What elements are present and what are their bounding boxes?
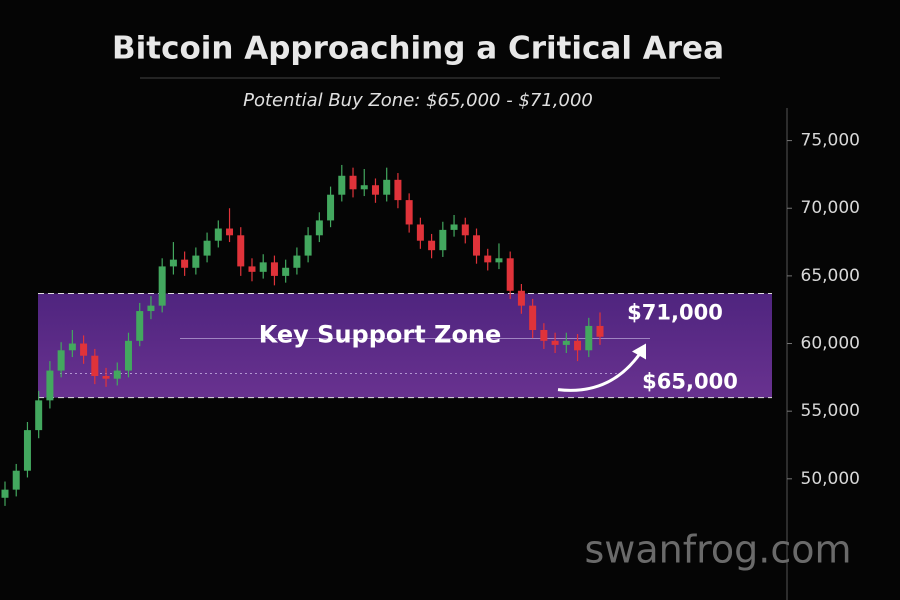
candle-body bbox=[484, 255, 492, 263]
support-zone bbox=[38, 293, 772, 398]
annotation-low: $65,000 bbox=[642, 370, 738, 394]
watermark: swanfrog.com bbox=[584, 528, 851, 572]
candle-body bbox=[551, 340, 559, 345]
candle-body bbox=[585, 325, 593, 351]
candle-body bbox=[158, 266, 166, 306]
candle-body bbox=[1, 489, 9, 498]
candle-body bbox=[596, 325, 604, 337]
candle-body bbox=[237, 235, 245, 267]
candle-body bbox=[495, 258, 503, 263]
candle-body bbox=[124, 340, 132, 371]
candle-body bbox=[473, 235, 481, 256]
candle-body bbox=[304, 235, 312, 256]
candle-body bbox=[80, 343, 88, 356]
candle-body bbox=[315, 220, 323, 236]
candle-body bbox=[371, 185, 379, 195]
arrow-head bbox=[632, 343, 646, 360]
candle-body bbox=[517, 290, 525, 306]
annotation-high: $71,000 bbox=[627, 300, 723, 324]
candles bbox=[1, 164, 604, 506]
candle-body bbox=[529, 305, 537, 330]
candle-body bbox=[461, 224, 469, 236]
candle-body bbox=[46, 370, 54, 401]
candle-body bbox=[214, 228, 222, 241]
y-tick-label: 70,000 bbox=[801, 198, 860, 218]
candle-body bbox=[270, 262, 278, 276]
y-tick-label: 50,000 bbox=[801, 469, 860, 489]
y-tick-label: 60,000 bbox=[801, 334, 860, 354]
candle-body bbox=[203, 240, 211, 256]
y-tick-label: 75,000 bbox=[801, 131, 860, 151]
arrow bbox=[557, 352, 642, 392]
zone-labels: Key Support Zone $71,000 $65,000 bbox=[259, 300, 738, 393]
candle-body bbox=[282, 267, 290, 276]
candle-body bbox=[450, 224, 458, 230]
candle-body bbox=[23, 430, 31, 471]
candle-body bbox=[12, 470, 20, 490]
candle-body bbox=[68, 343, 76, 351]
chart-subtitle: Potential Buy Zone: $65,000 - $71,000 bbox=[243, 90, 593, 111]
candle-body bbox=[226, 228, 234, 236]
candle-body bbox=[169, 259, 177, 267]
candle-body bbox=[91, 355, 99, 376]
y-tick-label: 65,000 bbox=[801, 266, 860, 286]
candle-body bbox=[383, 179, 391, 195]
candle-body bbox=[192, 255, 200, 268]
candle-body bbox=[293, 255, 301, 268]
candle-body bbox=[102, 376, 110, 379]
candle-body bbox=[327, 194, 335, 221]
candle-body bbox=[540, 330, 548, 341]
candle-body bbox=[416, 224, 424, 241]
chart-title: Bitcoin Approaching a Critical Area bbox=[112, 31, 724, 67]
candle-body bbox=[259, 262, 267, 272]
candle-body bbox=[506, 258, 514, 291]
candle-body bbox=[248, 266, 256, 272]
y-tick-label: 55,000 bbox=[801, 401, 860, 421]
candle-body bbox=[57, 350, 65, 371]
candle-body bbox=[338, 175, 346, 195]
candle-body bbox=[405, 200, 413, 225]
candle-body bbox=[574, 340, 582, 351]
candle-body bbox=[349, 175, 357, 190]
support-zone-group bbox=[38, 292, 772, 399]
candle-body bbox=[113, 370, 121, 379]
candle-body bbox=[35, 400, 43, 431]
candle-body bbox=[181, 259, 189, 268]
candle-body bbox=[439, 229, 447, 251]
candle-body bbox=[428, 240, 436, 251]
candle-body bbox=[562, 340, 570, 345]
zone-label: Key Support Zone bbox=[259, 320, 502, 348]
candle-body bbox=[147, 305, 155, 312]
candle-body bbox=[360, 185, 368, 190]
candle-body bbox=[136, 311, 144, 341]
candle-body bbox=[394, 179, 402, 201]
